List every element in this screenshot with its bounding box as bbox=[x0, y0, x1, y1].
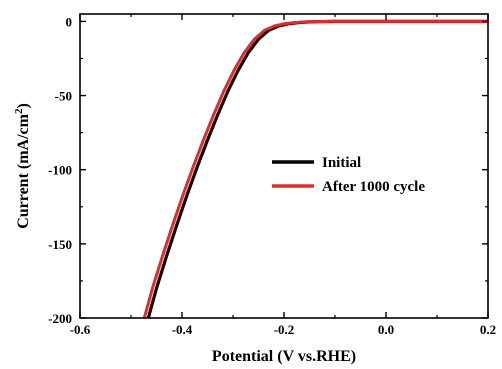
y-axis-label-suffix: ) bbox=[15, 103, 32, 108]
y-axis-label-main: Current (mA/cm bbox=[15, 113, 32, 228]
x-tick-label: -0.6 bbox=[70, 322, 91, 337]
series-line-after-1000-cycle bbox=[142, 19, 488, 318]
series-line-initial bbox=[146, 19, 488, 318]
x-tick-label: -0.2 bbox=[274, 322, 295, 337]
plot-frame bbox=[79, 13, 489, 319]
tick-layer: -0.6 -0.4 -0.2 0.0 0.2 0 -50 -100 -150 -200 bbox=[48, 14, 496, 337]
y-tick-label: -50 bbox=[55, 89, 72, 104]
x-tick-label: 0.2 bbox=[480, 322, 496, 337]
legend: Initial After 1000 cycle bbox=[272, 155, 425, 195]
legend-label-initial: Initial bbox=[322, 155, 361, 171]
x-axis-label: Potential (V vs.RHE) bbox=[212, 348, 356, 365]
y-axis-label-superscript: 2 bbox=[13, 108, 25, 114]
x-tick-label: -0.4 bbox=[172, 322, 193, 337]
y-tick-label: -100 bbox=[48, 163, 72, 178]
legend-label-after-1000-cycle: After 1000 cycle bbox=[322, 179, 425, 195]
x-tick-label: 0.0 bbox=[378, 322, 394, 337]
y-tick-label: -150 bbox=[48, 237, 72, 252]
y-tick-label: -200 bbox=[48, 311, 72, 326]
series-layer bbox=[142, 19, 488, 318]
y-tick-label: 0 bbox=[66, 14, 73, 29]
y-axis-label: Current (mA/cm2) bbox=[13, 103, 32, 229]
